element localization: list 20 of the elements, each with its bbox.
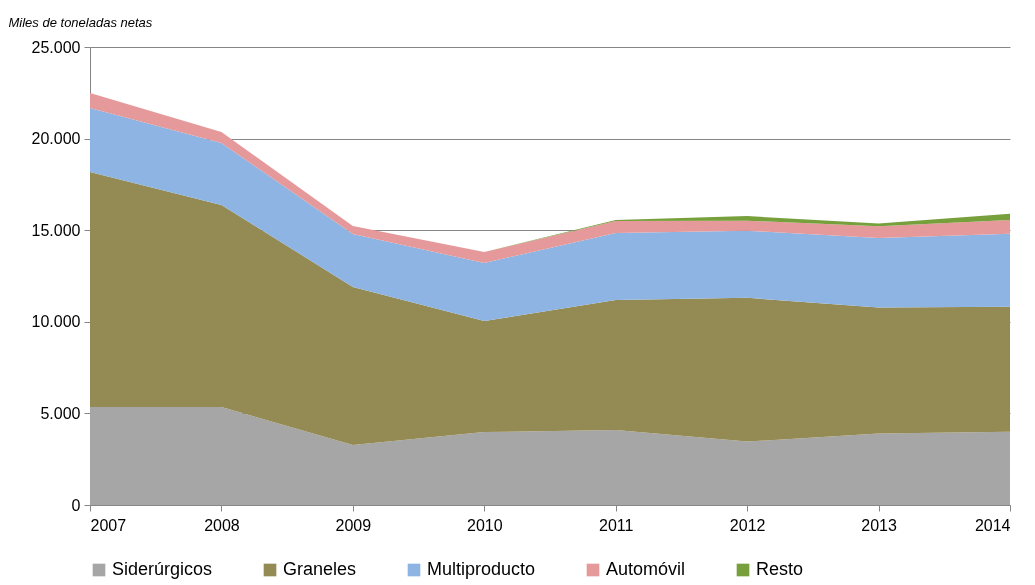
y-tick-label: 20.000 xyxy=(31,130,81,148)
y-tick-label: 25.000 xyxy=(31,38,81,56)
x-tick-label: 2010 xyxy=(466,516,503,534)
y-tick-label: 0 xyxy=(71,496,81,514)
x-tick-label: 2011 xyxy=(599,516,634,534)
legend-label: Multiproducto xyxy=(427,559,536,579)
y-tick-label: 15.000 xyxy=(31,221,81,239)
legend-label: Automóvil xyxy=(606,559,686,579)
y-tick-label: 5.000 xyxy=(40,404,81,422)
x-tick-label: 2013 xyxy=(861,516,897,534)
x-tick-label: 2009 xyxy=(335,516,372,534)
x-tick-label: 2014 xyxy=(974,516,1011,534)
legend-label: Siderúrgicos xyxy=(112,559,213,579)
y-axis-title: Miles de toneladas netas xyxy=(8,14,153,30)
x-tick-label: 2012 xyxy=(729,516,766,534)
y-tick-label: 10.000 xyxy=(31,313,81,331)
x-tick-label: 2007 xyxy=(90,516,127,534)
x-tick-label: 2008 xyxy=(204,516,240,534)
legend-label: Resto xyxy=(756,559,804,579)
legend-label: Graneles xyxy=(283,559,357,579)
